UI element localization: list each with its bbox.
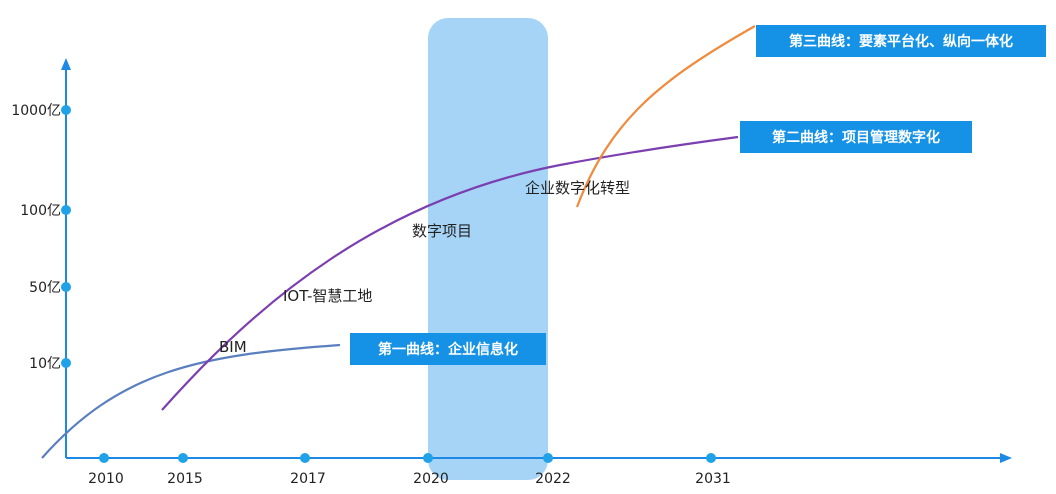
y-tick-label: 1000亿 [11, 103, 61, 119]
x-tick-dot [423, 453, 433, 463]
series-tag-bg [350, 333, 546, 365]
annotation-label: IOT-智慧工地 [283, 287, 372, 305]
series-line-curve3 [575, 25, 756, 208]
y-tick-dot [61, 105, 71, 115]
x-tick-label: 2010 [88, 471, 124, 487]
y-tick-dot [61, 282, 71, 292]
y-tick-label: 50亿 [29, 280, 61, 296]
x-axis-arrow [1000, 453, 1012, 463]
series-tag-bg [740, 121, 972, 153]
series-tag-label: 第一曲线：企业信息化 [378, 341, 518, 358]
x-tick-dot [706, 453, 716, 463]
series-tag-curve1: 第一曲线：企业信息化 [350, 333, 546, 365]
series-line-curve1 [41, 343, 341, 459]
series-tag-label: 第二曲线：项目管理数字化 [772, 129, 940, 146]
y-tick-dot [61, 358, 71, 368]
x-tick-dot [178, 453, 188, 463]
y-ticks: 1000亿 100亿 50亿 10亿 [11, 103, 71, 372]
x-tick-dot [300, 453, 310, 463]
series-line-curve2 [161, 135, 739, 411]
x-tick-dot [543, 453, 553, 463]
series-tag-bg [756, 25, 1046, 57]
x-tick-label: 2022 [535, 471, 571, 487]
annotation-label: BIM [219, 338, 247, 356]
y-axis-arrow [61, 58, 71, 70]
x-tick-label: 2017 [290, 471, 326, 487]
axes [61, 58, 1012, 463]
series-tag-curve2: 第二曲线：项目管理数字化 [740, 121, 972, 153]
annotation-label: 数字项目 [412, 222, 472, 240]
highlight-band-2020-2022 [428, 18, 548, 480]
x-ticks: 2010 2015 2017 2020 2022 2031 [88, 453, 731, 487]
x-tick-label: 2020 [413, 471, 449, 487]
x-tick-label: 2015 [167, 471, 203, 487]
x-tick-dot [99, 453, 109, 463]
y-tick-dot [61, 205, 71, 215]
x-tick-label: 2031 [695, 471, 731, 487]
y-tick-label: 100亿 [20, 203, 61, 219]
y-tick-label: 10亿 [29, 356, 61, 372]
series-tag-curve3: 第三曲线：要素平台化、纵向一体化 [756, 25, 1046, 57]
series-tag-label: 第三曲线：要素平台化、纵向一体化 [789, 33, 1013, 50]
annotation-label: 企业数字化转型 [525, 179, 630, 197]
